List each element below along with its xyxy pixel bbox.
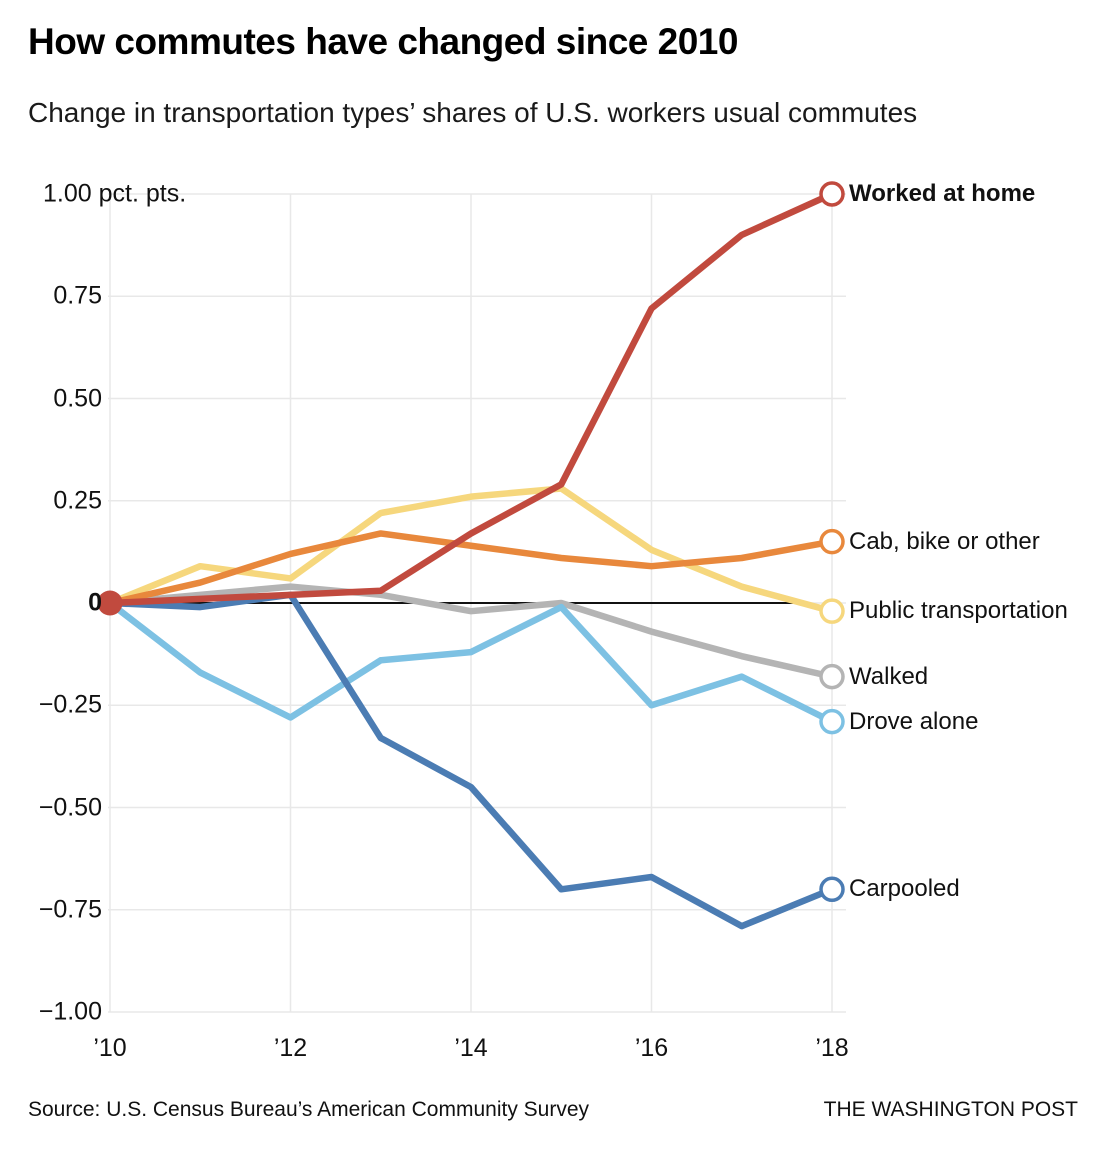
- endpoint-marker-walked: [819, 663, 845, 690]
- publisher-credit: THE WASHINGTON POST: [823, 1098, 1078, 1121]
- endpoint-marker-public-transportation: [819, 598, 845, 624]
- legend-label-cab-bike-or-other: Cab, bike or other: [849, 527, 1040, 555]
- x-tick-label: ’14: [454, 1034, 488, 1062]
- series-line-cab-bike-or-other: [106, 530, 836, 607]
- y-tick-label: −0.50: [38, 793, 102, 821]
- chart-title: How commutes have changed since 2010: [28, 21, 738, 62]
- legend-label-carpooled: Carpooled: [849, 875, 960, 903]
- y-tick-label: 0.25: [53, 486, 102, 515]
- x-tick-label: ’10: [93, 1034, 127, 1062]
- chart-subtitle: Change in transportation types’ shares o…: [28, 97, 918, 128]
- y-tick-label: 1.00 pct. pts.: [43, 179, 187, 208]
- endpoint-marker-worked-at-home: [819, 181, 845, 207]
- y-tick-label: 0.75: [53, 281, 102, 310]
- endpoint-marker-carpooled: [819, 876, 845, 903]
- series-line-drove-alone: [106, 599, 836, 725]
- footer: Source: U.S. Census Bureau’s American Co…: [28, 1098, 1078, 1122]
- y-tick-label: −1.00: [38, 997, 102, 1026]
- x-tick-label: ’16: [634, 1034, 669, 1062]
- y-tick-label: 0: [88, 588, 102, 617]
- y-tick-label: −0.25: [38, 690, 102, 719]
- x-tick-label: ’12: [273, 1034, 308, 1062]
- y-tick-label: 0.50: [53, 384, 102, 412]
- series-line-worked-at-home: [106, 190, 836, 607]
- series-line-walked: [106, 583, 836, 680]
- endpoint-marker-drove-alone: [819, 708, 845, 735]
- legend-label-drove-alone: Drove alone: [849, 707, 979, 735]
- legend-label-public-transportation: Public transportation: [849, 597, 1068, 625]
- x-tick-label: ’18: [815, 1034, 849, 1062]
- endpoint-marker-cab-bike-or-other: [819, 528, 845, 555]
- series-line-carpooled: [106, 591, 836, 930]
- y-tick-label: −0.75: [38, 895, 102, 924]
- origin-dot: [97, 590, 123, 616]
- legend-label-walked: Walked: [849, 662, 929, 690]
- source-note: Source: U.S. Census Bureau’s American Co…: [28, 1098, 590, 1121]
- legend-label-worked-at-home: Worked at home: [849, 180, 1036, 207]
